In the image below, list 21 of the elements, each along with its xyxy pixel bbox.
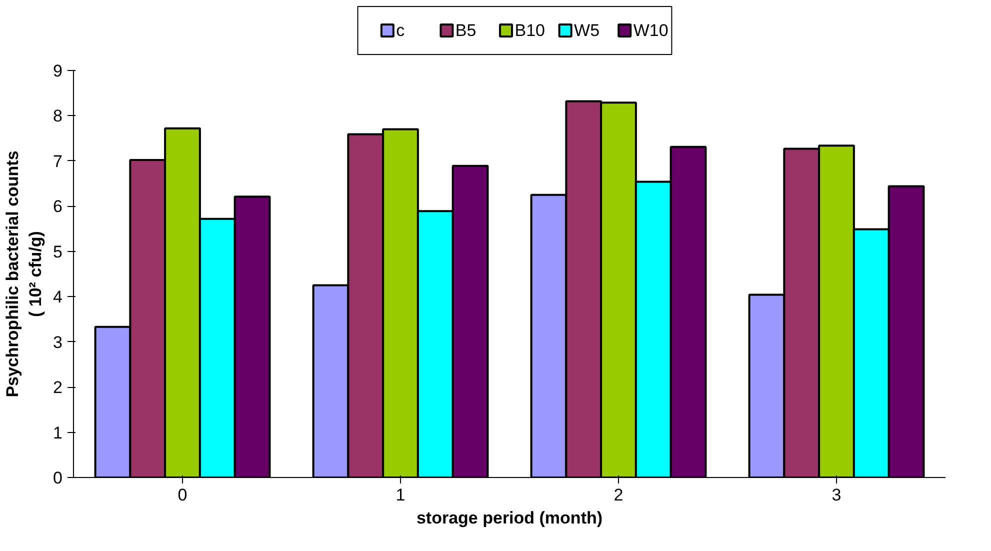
- y-tick-label: 9: [53, 62, 63, 80]
- legend-label: W10: [633, 21, 668, 40]
- y-tick-label: 4: [53, 288, 63, 307]
- legend-label: B5: [455, 21, 476, 40]
- y-axis-title: Psychrophilic bacterial counts ( 10² cfu/g): [3, 150, 46, 398]
- x-tick-label: 0: [178, 486, 188, 504]
- x-tick-label: 3: [832, 486, 842, 504]
- y-tick-label: 8: [53, 106, 63, 126]
- legend-label: B10: [514, 21, 545, 40]
- y-tick-label: 7: [53, 152, 63, 171]
- legend-label: W5: [574, 21, 600, 40]
- y-tick-label: 6: [53, 197, 63, 216]
- y-tick-label: 5: [53, 242, 63, 262]
- x-tick-label: 2: [614, 486, 624, 504]
- y-tick-label: 0: [53, 468, 63, 488]
- y-tick-label: 3: [53, 332, 63, 352]
- legend-label: c: [396, 21, 406, 40]
- x-axis-title: storage period (month): [416, 508, 603, 528]
- y-tick-label: 2: [53, 378, 63, 398]
- y-tick-label: 1: [53, 423, 63, 442]
- x-tick-label: 1: [396, 486, 406, 504]
